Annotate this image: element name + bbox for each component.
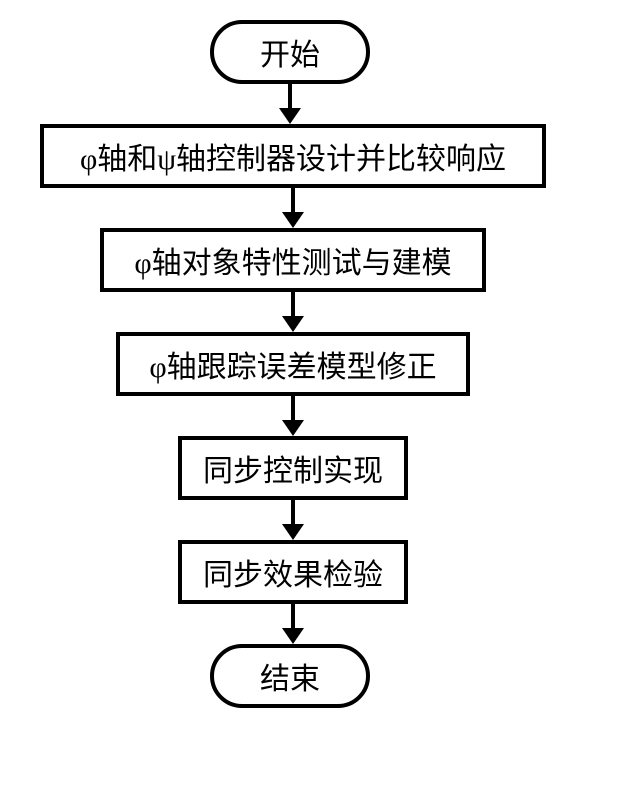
flowchart-canvas: 开始 φ轴和ψ轴控制器设计并比较响应 φ轴对象特性测试与建模 φ轴跟踪误差模型修正同步…	[0, 0, 636, 792]
flowchart-node-step2: φ轴对象特性测试与建模	[100, 228, 486, 292]
flowchart-node-step5: 同步效果检验	[178, 540, 408, 604]
flowchart-node-end: 结束	[210, 644, 370, 708]
flowchart-arrow	[271, 292, 315, 332]
flowchart-node-step1: φ轴和ψ轴控制器设计并比较响应	[40, 124, 546, 188]
flowchart-node-step3: φ轴跟踪误差模型修正	[116, 332, 470, 396]
flowchart-node-step4: 同步控制实现	[178, 436, 408, 500]
flowchart-arrow	[271, 500, 315, 540]
flowchart-arrow	[268, 84, 312, 124]
flowchart-node-start: 开始	[210, 20, 370, 84]
flowchart-arrow	[271, 396, 315, 436]
flowchart-arrow	[271, 604, 315, 644]
flowchart-arrow	[271, 188, 315, 228]
